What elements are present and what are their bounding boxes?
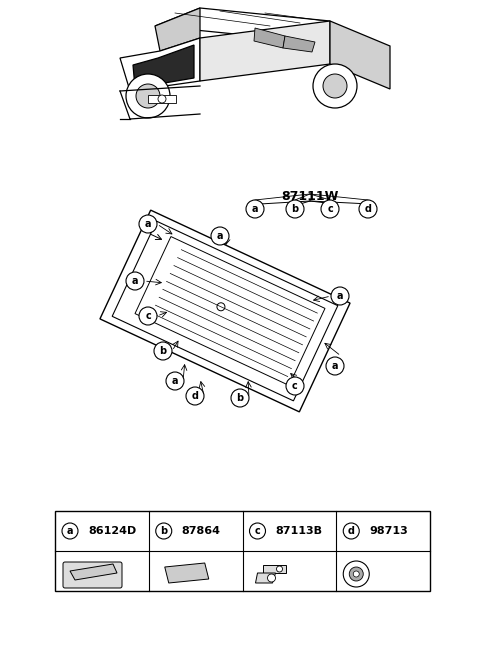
Circle shape (126, 272, 144, 290)
Circle shape (276, 566, 283, 572)
Polygon shape (112, 221, 338, 401)
Text: b: b (237, 393, 243, 403)
Circle shape (166, 372, 184, 390)
Polygon shape (263, 565, 286, 573)
Circle shape (139, 307, 157, 325)
Text: b: b (159, 346, 167, 356)
Circle shape (250, 523, 265, 539)
Text: 98713: 98713 (369, 526, 408, 536)
Circle shape (353, 571, 359, 577)
Polygon shape (255, 573, 276, 583)
Text: 87864: 87864 (182, 526, 221, 536)
Polygon shape (120, 38, 200, 91)
Text: c: c (292, 381, 298, 391)
Bar (55, 511, 430, 591)
FancyBboxPatch shape (63, 562, 122, 588)
Circle shape (136, 84, 160, 108)
Text: a: a (332, 361, 338, 371)
Circle shape (246, 200, 264, 218)
Polygon shape (254, 28, 285, 48)
Text: a: a (337, 291, 343, 301)
Text: a: a (252, 204, 258, 214)
Text: 87111W: 87111W (281, 190, 339, 203)
Circle shape (154, 342, 172, 360)
Circle shape (343, 523, 359, 539)
Circle shape (326, 357, 344, 375)
Text: 86124D: 86124D (88, 526, 136, 536)
Text: a: a (132, 276, 138, 286)
Bar (148, 95, 176, 103)
Circle shape (211, 227, 229, 245)
Text: d: d (348, 526, 355, 536)
Circle shape (156, 523, 172, 539)
Polygon shape (330, 21, 390, 89)
Polygon shape (283, 36, 315, 52)
Circle shape (313, 64, 357, 108)
Polygon shape (165, 563, 209, 583)
Circle shape (139, 215, 157, 233)
Polygon shape (155, 8, 200, 51)
Circle shape (349, 567, 363, 581)
Circle shape (62, 523, 78, 539)
Text: d: d (364, 204, 372, 214)
Circle shape (158, 95, 166, 103)
Text: b: b (160, 526, 168, 536)
Circle shape (286, 377, 304, 395)
Circle shape (286, 200, 304, 218)
Circle shape (186, 387, 204, 405)
Text: c: c (145, 311, 151, 321)
Circle shape (359, 200, 377, 218)
Text: b: b (291, 204, 299, 214)
Circle shape (331, 287, 349, 305)
Polygon shape (155, 8, 330, 39)
Text: c: c (327, 204, 333, 214)
Text: a: a (172, 376, 178, 386)
Circle shape (126, 74, 170, 118)
Circle shape (323, 74, 347, 98)
Polygon shape (133, 45, 194, 88)
Polygon shape (200, 21, 330, 81)
Text: 87113B: 87113B (276, 526, 323, 536)
Text: a: a (217, 231, 223, 241)
Circle shape (231, 389, 249, 407)
Circle shape (267, 574, 276, 582)
Text: c: c (254, 526, 260, 536)
Text: a: a (67, 526, 73, 536)
Text: d: d (192, 391, 199, 401)
Circle shape (217, 303, 225, 311)
Circle shape (343, 561, 369, 587)
Polygon shape (135, 237, 325, 386)
Circle shape (321, 200, 339, 218)
Polygon shape (70, 564, 117, 580)
Polygon shape (100, 210, 350, 412)
Text: a: a (145, 219, 151, 229)
